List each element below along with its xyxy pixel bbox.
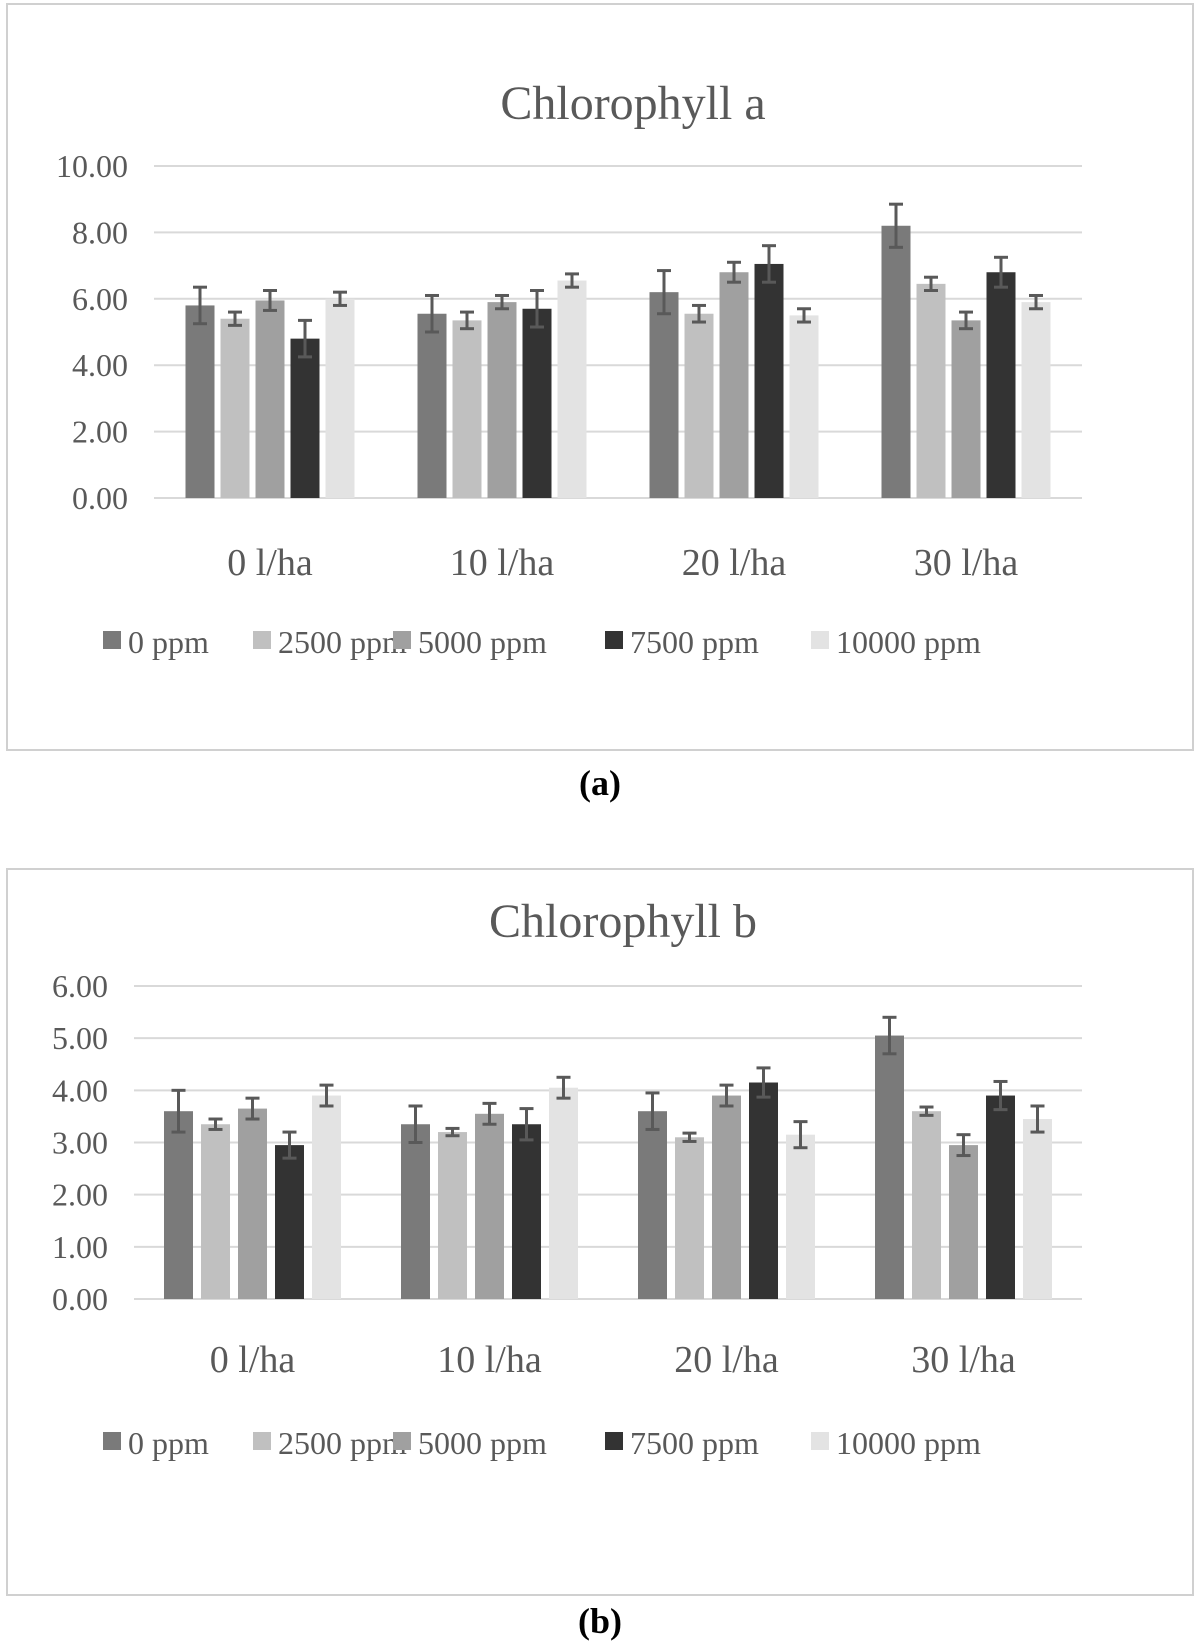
- legend-swatch: [605, 1432, 623, 1450]
- chart-title: Chlorophyll b: [489, 895, 757, 948]
- bar: [312, 1095, 341, 1299]
- y-tick-label: 0.00: [72, 480, 128, 516]
- bar: [201, 1124, 230, 1299]
- legend-label: 7500 ppm: [630, 624, 759, 660]
- y-tick-label: 3.00: [52, 1125, 108, 1161]
- legend-label: 2500 ppm: [278, 624, 407, 660]
- legend-swatch: [605, 631, 623, 649]
- bar: [1023, 1119, 1052, 1299]
- y-tick-label: 10.00: [56, 148, 128, 184]
- bar: [255, 300, 285, 498]
- chart-b-svg: Chlorophyll b 0.00 1.00 2.00 3.00 4.00 5.00 6.0…: [52, 895, 1082, 1461]
- bar: [452, 320, 482, 498]
- bar: [638, 1111, 667, 1299]
- legend-swatch: [811, 631, 829, 649]
- bar: [185, 305, 215, 498]
- bar: [438, 1132, 467, 1299]
- bar: [881, 225, 911, 498]
- y-tick-label: 6.00: [72, 281, 128, 317]
- bar: [712, 1095, 741, 1299]
- bar: [749, 1082, 778, 1299]
- y-tick-label: 1.00: [52, 1229, 108, 1265]
- bar: [789, 315, 819, 498]
- x-category-label: 30 l/ha: [914, 542, 1019, 584]
- bar: [951, 320, 981, 498]
- bar: [986, 272, 1016, 498]
- bar: [164, 1111, 193, 1299]
- bar: [949, 1145, 978, 1299]
- chart-a-svg: Chlorophyll a 0.00 2.00 4.00 6.00 8.00 10.00 0 …: [56, 77, 1082, 660]
- bar: [549, 1087, 578, 1299]
- x-category-label: 10 l/ha: [450, 542, 555, 584]
- legend-label: 0 ppm: [128, 624, 209, 660]
- x-category-label: 20 l/ha: [682, 542, 787, 584]
- bar: [238, 1108, 267, 1299]
- legend-swatch: [103, 631, 121, 649]
- panel-label-b: (b): [578, 1601, 622, 1641]
- legend-label: 10000 ppm: [836, 624, 981, 660]
- bar: [220, 318, 250, 498]
- legend-swatch: [253, 631, 271, 649]
- y-tick-label: 0.00: [52, 1281, 108, 1317]
- bar: [475, 1113, 504, 1299]
- bar: [719, 272, 749, 498]
- bar: [875, 1035, 904, 1299]
- x-category-label: 0 l/ha: [210, 1339, 296, 1381]
- chart-b-frame: Chlorophyll b 0.00 1.00 2.00 3.00 4.00 5.00 6.0…: [6, 868, 1194, 1596]
- y-tick-label: 4.00: [72, 347, 128, 383]
- bar: [417, 313, 447, 498]
- y-tick-label: 5.00: [52, 1020, 108, 1056]
- legend-swatch: [253, 1432, 271, 1450]
- bar: [675, 1137, 704, 1299]
- bar: [912, 1111, 941, 1299]
- bar: [290, 338, 320, 498]
- chart-title: Chlorophyll a: [500, 77, 765, 130]
- bar: [786, 1134, 815, 1299]
- legend-label: 5000 ppm: [418, 1425, 547, 1461]
- legend-swatch: [103, 1432, 121, 1450]
- legend-label: 0 ppm: [128, 1425, 209, 1461]
- y-tick-label: 4.00: [52, 1072, 108, 1108]
- legend-swatch: [393, 1432, 411, 1450]
- y-tick-label: 6.00: [52, 968, 108, 1004]
- bar: [916, 283, 946, 498]
- bar: [557, 280, 587, 498]
- bar: [754, 263, 784, 498]
- bar: [275, 1145, 304, 1299]
- y-tick-label: 2.00: [52, 1177, 108, 1213]
- bar: [649, 292, 679, 498]
- x-category-label: 0 l/ha: [227, 542, 313, 584]
- x-category-label: 30 l/ha: [911, 1339, 1016, 1381]
- bar: [1021, 302, 1051, 498]
- legend-label: 7500 ppm: [630, 1425, 759, 1461]
- bar: [512, 1124, 541, 1299]
- legend-swatch: [811, 1432, 829, 1450]
- legend-swatch: [393, 631, 411, 649]
- bar: [325, 298, 355, 498]
- panel-label-a: (a): [579, 763, 621, 803]
- bar: [401, 1124, 430, 1299]
- legend-label: 10000 ppm: [836, 1425, 981, 1461]
- legend-label: 5000 ppm: [418, 624, 547, 660]
- bar: [986, 1095, 1015, 1299]
- chart-a-frame: Chlorophyll a 0.00 2.00 4.00 6.00 8.00 10.00 0 …: [6, 3, 1194, 751]
- x-category-label: 10 l/ha: [437, 1339, 542, 1381]
- legend-label: 2500 ppm: [278, 1425, 407, 1461]
- y-tick-label: 8.00: [72, 214, 128, 250]
- x-category-label: 20 l/ha: [674, 1339, 779, 1381]
- bar: [522, 308, 552, 498]
- y-tick-label: 2.00: [72, 414, 128, 450]
- bar: [487, 302, 517, 498]
- bar: [684, 313, 714, 498]
